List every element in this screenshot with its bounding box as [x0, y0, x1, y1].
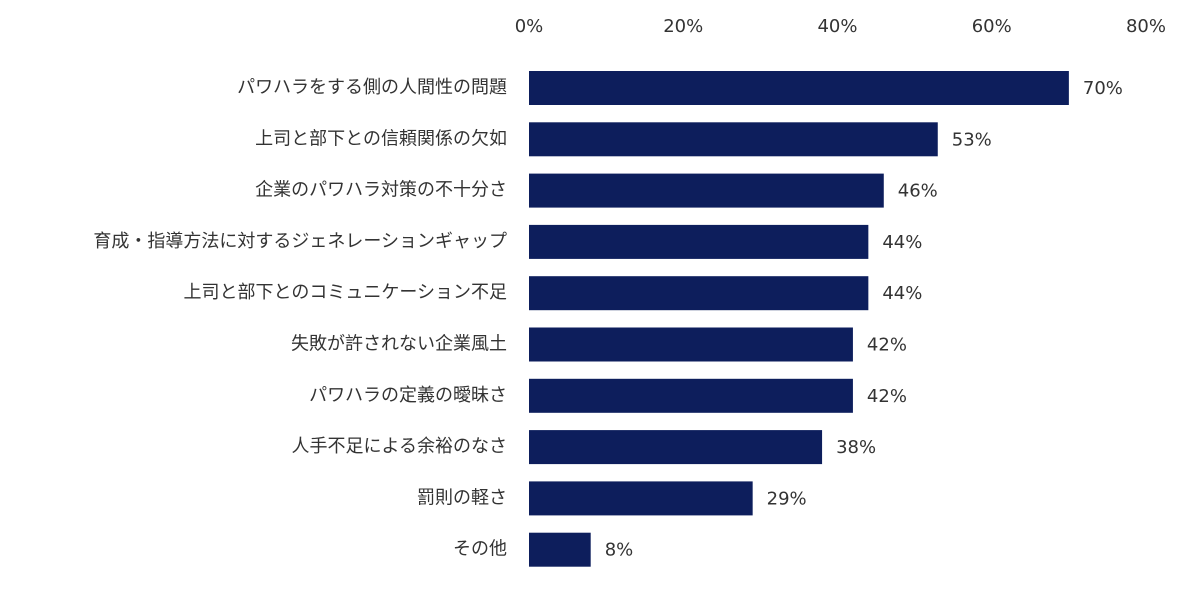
data-label: 42% [867, 335, 907, 356]
bar [529, 532, 591, 567]
data-labels: 70% 53% 46% 44% 44% 42% 42% 38% 29% 8% [605, 78, 1123, 561]
category-label: 上司と部下とのコミュニケーション不足 [184, 282, 507, 303]
data-label: 8% [605, 540, 634, 561]
data-label: 42% [867, 386, 907, 407]
x-tick-label: 0% [515, 16, 544, 37]
category-label: 企業のパワハラ対策の不十分さ [255, 180, 507, 201]
category-label: 上司と部下との信頼関係の欠如 [255, 128, 507, 149]
data-label: 44% [882, 283, 922, 304]
bar [529, 378, 853, 413]
x-tick-label: 20% [663, 16, 703, 37]
category-label: 育成・指導方法に対するジェネレーションギャップ [93, 231, 507, 252]
x-axis-ticks: 0% 20% 40% 60% 80% [515, 16, 1166, 37]
bar [529, 481, 753, 516]
category-label: パワハラの定義の曖昧さ [309, 385, 507, 406]
bar [529, 173, 884, 208]
x-tick-label: 60% [972, 16, 1012, 37]
bar [529, 327, 853, 362]
category-label: 罰則の軽さ [417, 487, 507, 508]
data-label: 44% [882, 232, 922, 253]
category-label: パワハラをする側の人間性の問題 [237, 77, 507, 98]
category-label: その他 [453, 539, 507, 560]
data-label: 70% [1083, 78, 1123, 99]
bar [529, 122, 938, 157]
bar [529, 430, 823, 465]
bar [529, 224, 869, 259]
data-label: 46% [898, 181, 938, 202]
bar [529, 71, 1069, 105]
data-label: 38% [836, 437, 876, 458]
category-label: 人手不足による余裕のなさ [292, 436, 507, 457]
data-label: 29% [767, 488, 807, 509]
data-label: 53% [952, 129, 992, 150]
bar [529, 276, 869, 311]
category-label: 失敗が許されない企業風土 [291, 334, 507, 355]
x-tick-label: 40% [817, 16, 857, 37]
x-tick-label: 80% [1126, 16, 1166, 37]
bars [529, 71, 1069, 567]
category-labels: パワハラをする側の人間性の問題上司と部下との信頼関係の欠如企業のパワハラ対策の不… [93, 77, 507, 560]
